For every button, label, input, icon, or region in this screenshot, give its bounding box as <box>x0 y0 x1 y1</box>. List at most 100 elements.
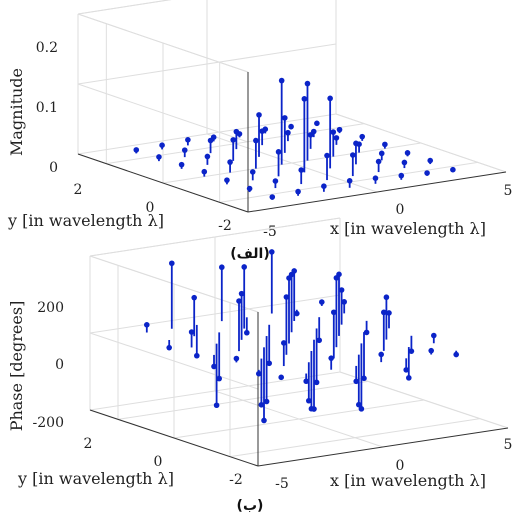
x-tick-label: 5 <box>504 183 513 199</box>
stem-marker <box>336 126 343 133</box>
stem-marker <box>169 260 175 267</box>
stem-marker <box>324 152 330 159</box>
z-tick-label: 0.2 <box>36 40 58 56</box>
stem-marker <box>253 137 259 144</box>
stem-marker <box>278 374 285 381</box>
stem-marker <box>404 150 411 156</box>
stem-marker <box>269 194 276 200</box>
stem-marker <box>316 337 323 344</box>
stem-marker <box>346 178 353 184</box>
y-tick-label: -2 <box>218 218 232 234</box>
y-tick-label: 0 <box>146 200 155 216</box>
stem-marker <box>361 375 367 382</box>
stem-marker <box>211 363 217 370</box>
box-edge <box>335 113 507 173</box>
x-axis-title: x [in wavelength λ] <box>330 471 486 490</box>
stem-marker <box>372 175 379 181</box>
grid-line <box>162 142 422 184</box>
stem-marker <box>285 129 291 136</box>
stem-marker <box>375 158 382 165</box>
stem-marker <box>144 322 150 328</box>
stem-marker <box>233 128 240 135</box>
stem-marker <box>321 183 327 189</box>
stem-marker <box>353 140 359 147</box>
stem-marker <box>281 340 287 346</box>
stem-marker <box>382 141 388 148</box>
stem-marker <box>288 123 294 130</box>
stem-marker <box>227 159 233 165</box>
grid-line <box>106 123 365 165</box>
stem-marker <box>358 406 365 412</box>
stem-marker <box>427 157 434 164</box>
stem-marker <box>401 159 408 166</box>
z-tick-label: 0 <box>55 357 64 373</box>
stem-marker <box>363 329 370 336</box>
stem-marker <box>283 294 290 300</box>
stem-marker <box>319 299 325 305</box>
stem-marker <box>258 401 265 408</box>
stem-marker <box>304 80 311 87</box>
x-tick-label: 5 <box>504 437 513 453</box>
stem-marker <box>294 310 300 317</box>
stem-marker <box>259 128 265 134</box>
z-tick-label: -200 <box>33 415 64 431</box>
stem-marker <box>185 137 191 143</box>
z-axis-title: Phase [degrees] <box>7 301 26 432</box>
stem-marker <box>266 360 273 367</box>
stem-marker <box>207 137 214 144</box>
stem-marker <box>204 153 211 160</box>
stem-marker <box>275 149 282 155</box>
stem-marker <box>328 355 335 361</box>
stem-marker <box>398 172 405 179</box>
z-tick-label: 0.1 <box>36 100 58 116</box>
stem-marker <box>307 132 314 138</box>
y-axis-title: y [in wavelength λ] <box>7 211 164 230</box>
panel-caption: (ب) <box>237 498 264 514</box>
stem-marker <box>159 142 165 148</box>
phase-stem-plot: 200 0 -200 2 0 -2 -5 0 5 Phase [degrees]… <box>7 217 513 514</box>
stem-marker <box>381 309 387 316</box>
box-edge <box>77 13 249 73</box>
stem-marker <box>156 154 162 160</box>
stem-marker <box>194 352 200 359</box>
stem-marker <box>308 405 315 412</box>
stem-marker <box>408 348 415 354</box>
stem-marker <box>263 398 270 405</box>
stem-marker <box>453 351 460 358</box>
stem-marker <box>246 185 253 192</box>
y-axis-line <box>77 153 249 213</box>
x-tick-label: 0 <box>396 458 405 474</box>
stem-marker <box>166 344 172 351</box>
x-tick-label: 0 <box>396 202 405 218</box>
stem-marker <box>353 378 360 385</box>
box-edge <box>339 371 509 429</box>
stem-marker <box>238 290 245 297</box>
stem-marker <box>201 168 208 175</box>
stem-marker <box>331 309 337 316</box>
stem-marker <box>403 367 410 373</box>
stem-marker <box>333 135 340 141</box>
stem-marker <box>359 133 366 140</box>
stem-marker <box>306 397 312 404</box>
stem-marker <box>378 351 385 358</box>
stem-marker <box>338 287 345 293</box>
stem-marker <box>431 332 437 339</box>
stem-marker <box>314 120 320 127</box>
grid-line <box>173 399 425 439</box>
stem-marker <box>224 177 230 183</box>
stem-marker <box>188 329 195 335</box>
stem-marker <box>428 347 435 354</box>
stem-marker <box>133 147 140 153</box>
stem-marker <box>272 178 279 184</box>
y-tick-label: -2 <box>229 472 243 488</box>
stem-marker <box>295 188 301 195</box>
stem-marker <box>341 299 348 305</box>
stem-marker <box>278 77 285 84</box>
stem-marker <box>356 401 362 408</box>
stem-marker <box>333 275 340 281</box>
stem-marker <box>255 370 262 377</box>
x-axis-line <box>247 171 507 213</box>
stem-marker <box>330 129 337 135</box>
stem-marker <box>269 249 275 255</box>
